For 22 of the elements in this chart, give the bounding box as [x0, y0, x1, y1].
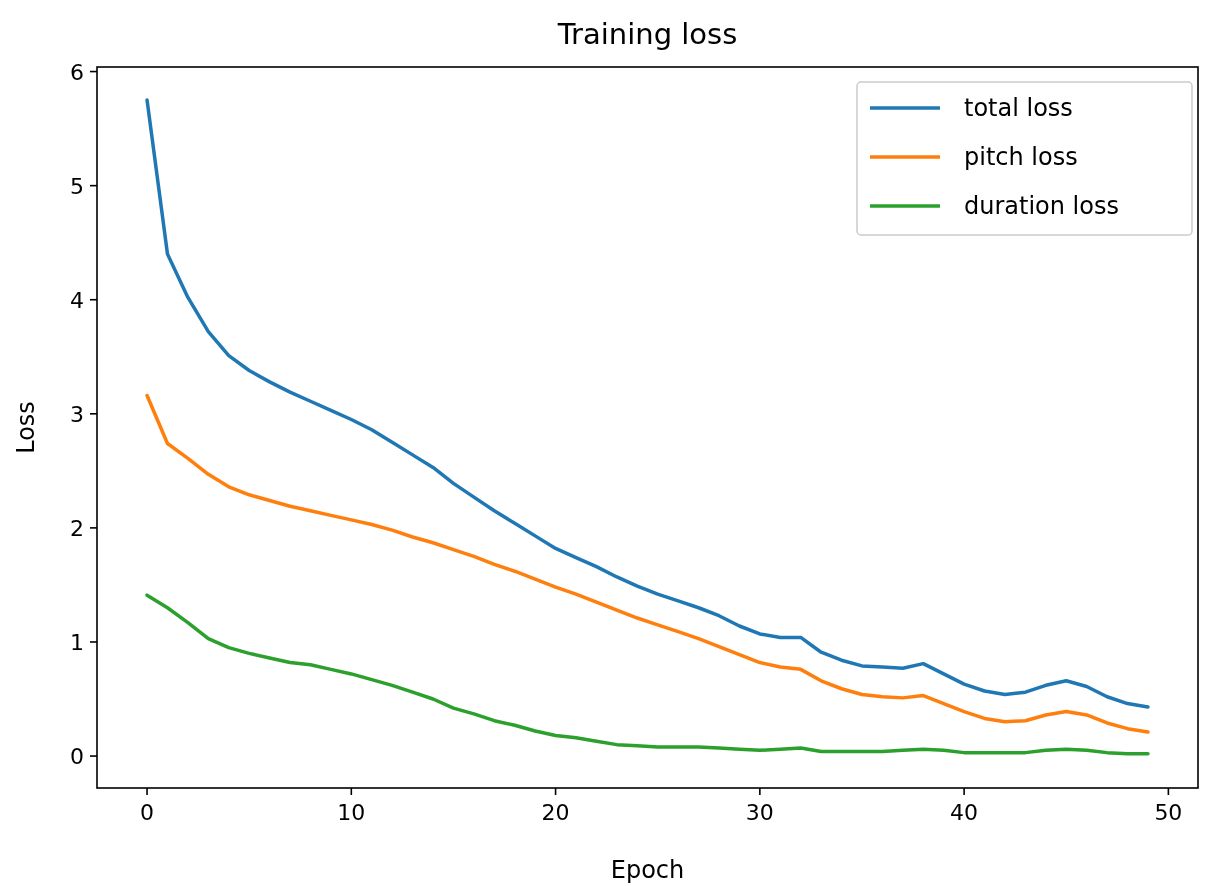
line-series: [145, 98, 1150, 709]
y-tick-label: 4: [70, 287, 84, 313]
line-series: [145, 393, 1150, 734]
y-tick-label: 2: [70, 515, 84, 541]
line-series: [145, 593, 1150, 756]
legend-label: pitch loss: [964, 143, 1078, 171]
x-tick-label: 0: [140, 800, 155, 825]
y-tick-label: 3: [70, 401, 84, 427]
legend-label: duration loss: [964, 192, 1119, 220]
chart-title: Training loss: [556, 17, 738, 51]
x-tick-label: 40: [950, 800, 979, 825]
x-axis-title: Epoch: [610, 856, 685, 884]
y-tick-label: 6: [70, 59, 84, 85]
y-tick-label: 1: [70, 629, 84, 655]
x-tick-label: 20: [541, 800, 570, 825]
x-tick-label: 10: [337, 800, 366, 825]
x-tick-label: 30: [745, 800, 774, 825]
y-tick-label: 5: [70, 173, 84, 199]
x-tick-label: 50: [1154, 800, 1183, 825]
legend-label: total loss: [964, 94, 1073, 122]
y-axis-title: Loss: [12, 401, 40, 454]
y-tick-label: 0: [70, 744, 84, 770]
